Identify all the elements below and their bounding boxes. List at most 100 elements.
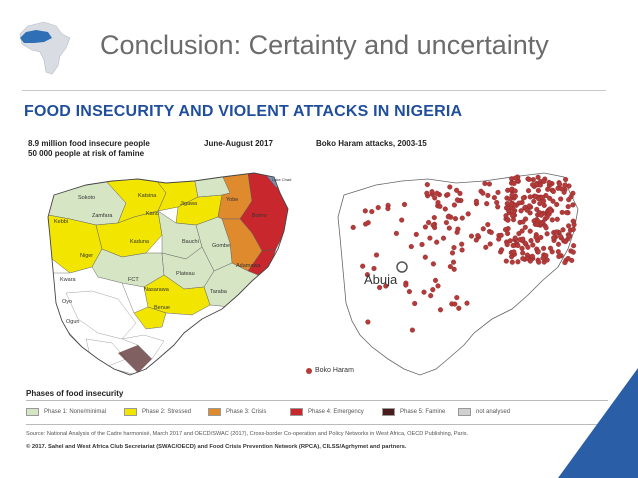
state-label: Jigawa (180, 201, 198, 207)
attack-dot (456, 305, 462, 311)
attack-dot (537, 201, 543, 207)
slide-subtitle: FOOD INSECURITY AND VIOLENT ATTACKS IN N… (24, 103, 463, 120)
attack-dot (533, 234, 539, 240)
attack-dot (525, 244, 531, 250)
attack-dot (541, 245, 547, 251)
attack-dot (445, 192, 451, 198)
copyright-note: © 2017. Sahel and West Africa Club Secre… (26, 444, 407, 450)
attack-dot (519, 245, 525, 251)
attack-dot (541, 178, 547, 185)
state-label: Kebbi (54, 219, 68, 225)
attack-dot (532, 193, 538, 199)
attack-dot (535, 248, 541, 255)
attack-dot (421, 289, 427, 295)
attack-dot (519, 228, 525, 234)
attack-dot (565, 255, 571, 262)
attack-dot (534, 206, 540, 212)
food-insecurity-map: Sokoto Zamfara Katsina Kano Jigawa Yobe Borno K… (47, 172, 291, 376)
attack-dot (568, 194, 574, 200)
attack-dot (551, 235, 557, 241)
attack-dot (465, 211, 471, 217)
attack-dot (440, 235, 447, 241)
attack-dot (520, 256, 526, 262)
attack-dot (558, 196, 564, 202)
state-label: Niger (80, 253, 93, 259)
attack-dot (447, 184, 453, 190)
legend-swatch (26, 408, 39, 416)
attack-dot (499, 247, 505, 253)
state-label: Oyo (62, 299, 72, 305)
attack-dot (429, 189, 435, 195)
attack-dot (522, 224, 528, 230)
attack-dot (494, 199, 500, 206)
attack-dot (503, 258, 509, 264)
attack-dot (459, 215, 465, 221)
slide-title: Conclusion: Certainty and uncertainty (100, 30, 549, 60)
attack-dot (546, 179, 552, 185)
famine-risk-stat: 50 000 people at risk of famine (28, 149, 145, 158)
attack-dot (413, 231, 419, 237)
attack-dot (524, 207, 530, 213)
attack-dot (509, 259, 515, 265)
attack-dot (393, 230, 399, 236)
attack-dot (406, 289, 412, 295)
attack-dot (525, 188, 532, 194)
attack-dot (369, 209, 375, 215)
attack-dot (505, 217, 511, 223)
attack-dot (515, 259, 521, 265)
attack-dot (520, 195, 526, 201)
attack-dot (563, 176, 569, 183)
state-label: Ogun (66, 319, 79, 325)
state-label: Bauchi (182, 239, 199, 245)
attack-dot (485, 222, 491, 228)
attack-dot (564, 210, 570, 216)
state-label: Adamawa (236, 263, 261, 269)
state-label: Nasarawa (144, 287, 170, 293)
attack-dot (362, 208, 368, 214)
attack-dot (544, 231, 550, 237)
attack-dot (515, 242, 521, 249)
attack-dot (473, 198, 479, 204)
attack-dot (535, 174, 541, 180)
attack-dot (550, 188, 556, 195)
legend-swatch (382, 408, 395, 416)
legend-label: Phase 1: None/minimal (44, 409, 107, 415)
state-label: Benue (154, 305, 170, 311)
attack-dot (562, 182, 568, 188)
attack-dot (473, 237, 479, 243)
legend-swatch (458, 408, 471, 416)
legend-item: Phase 3: Crisis (208, 408, 266, 416)
attack-dot (487, 241, 493, 247)
phases-title: Phases of food insecurity (26, 389, 124, 398)
attack-dot (430, 287, 436, 293)
attack-dot (385, 206, 391, 212)
attack-dot (554, 201, 560, 208)
attack-dot (547, 195, 553, 201)
attack-dot (559, 209, 565, 215)
attack-dot (503, 213, 509, 219)
attack-dot (539, 194, 545, 201)
boko-haram-attacks-map (337, 172, 579, 376)
attack-dot (526, 203, 532, 209)
attack-dot (399, 217, 405, 223)
attack-dot (557, 181, 563, 187)
state-label: Lake Chad (272, 177, 291, 182)
attack-dot (549, 217, 555, 223)
attack-dot (527, 194, 533, 200)
abuja-marker (396, 261, 408, 273)
state-label: Borno (252, 213, 267, 219)
attack-dot (451, 245, 457, 251)
attack-dot (565, 204, 571, 210)
boko-haram-dot-icon (306, 367, 312, 374)
legend-item: Phase 4: Emergency (290, 408, 364, 416)
attack-dot (350, 224, 356, 230)
attack-dot (454, 187, 460, 193)
attack-dot (520, 250, 526, 256)
attack-dot (531, 198, 537, 204)
attack-dot (480, 190, 486, 196)
attack-dot (520, 236, 526, 242)
legend-swatch (124, 408, 137, 416)
attack-dot (512, 235, 518, 241)
attack-dot (449, 250, 456, 256)
attack-dot (561, 189, 567, 195)
